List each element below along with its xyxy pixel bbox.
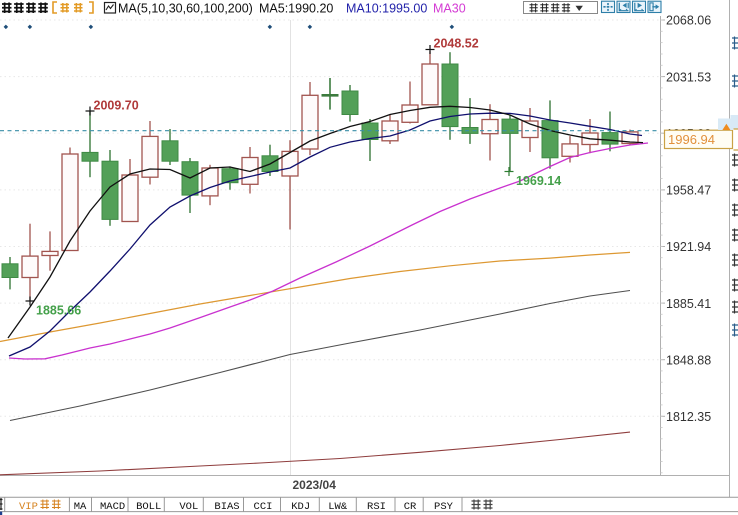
svg-text:1812.35: 1812.35 xyxy=(666,410,711,424)
svg-text:2068.06: 2068.06 xyxy=(666,14,711,28)
svg-text:MA30: MA30 xyxy=(433,2,466,16)
svg-text:1996.94: 1996.94 xyxy=(668,132,715,147)
svg-text:CR: CR xyxy=(404,501,417,513)
svg-text:1921.94: 1921.94 xyxy=(666,240,711,254)
svg-text:1848.88: 1848.88 xyxy=(666,353,711,367)
svg-text:1958.47: 1958.47 xyxy=(666,184,711,198)
svg-text:MA5:1990.20: MA5:1990.20 xyxy=(259,2,333,16)
svg-text:2048.52: 2048.52 xyxy=(434,37,479,51)
svg-text:VIP: VIP xyxy=(19,501,38,513)
svg-text:2009.70: 2009.70 xyxy=(94,99,139,113)
svg-text:MA(5,10,30,60,100,200): MA(5,10,30,60,100,200) xyxy=(118,2,253,16)
svg-text:MA10:1995.00: MA10:1995.00 xyxy=(346,2,427,16)
svg-text:VOL: VOL xyxy=(179,501,198,513)
svg-text:2031.53: 2031.53 xyxy=(666,70,711,84)
svg-text:1969.14: 1969.14 xyxy=(516,174,561,188)
svg-text:1885.41: 1885.41 xyxy=(666,297,711,311)
svg-text:MACD: MACD xyxy=(100,501,125,513)
svg-text:PSY: PSY xyxy=(434,501,454,513)
svg-text:KDJ: KDJ xyxy=(291,501,310,513)
svg-text:CCI: CCI xyxy=(254,501,273,513)
svg-text:BOLL: BOLL xyxy=(136,501,161,513)
svg-text:MA: MA xyxy=(74,501,87,513)
svg-text:2023/04: 2023/04 xyxy=(293,478,337,492)
svg-text:BIAS: BIAS xyxy=(214,501,239,513)
svg-text:RSI: RSI xyxy=(367,501,386,513)
svg-text:LW&: LW& xyxy=(328,501,348,513)
svg-text:1885.66: 1885.66 xyxy=(36,304,81,318)
